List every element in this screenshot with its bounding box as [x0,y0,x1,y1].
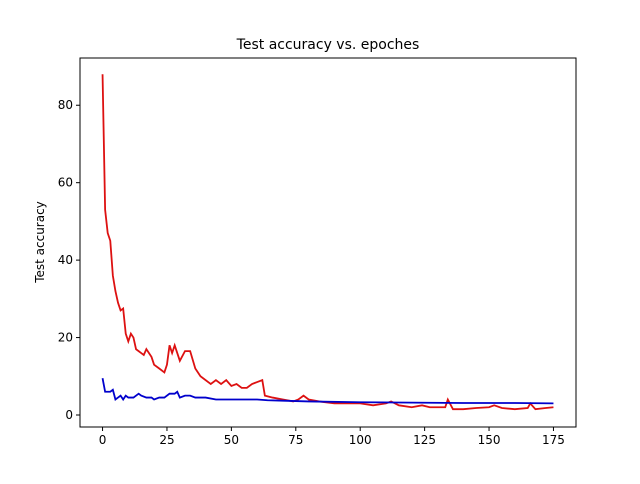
y-tick-label: 60 [58,176,73,190]
y-axis-label: Test accuracy [33,201,47,284]
y-tick-label: 0 [65,408,73,422]
x-tick-label: 75 [288,433,303,447]
line-series [101,378,554,405]
chart-title: Test accuracy vs. epoches [236,37,420,53]
line-series [101,74,554,411]
x-tick-label: 50 [224,433,239,447]
x-tick-label: 175 [542,433,565,447]
x-tick-label: 125 [413,433,436,447]
x-tick-label: 100 [349,433,372,447]
plot-frame [79,57,577,428]
x-tick-label: 150 [478,433,501,447]
y-tick-label: 20 [58,331,73,345]
y-tick-label: 40 [58,253,73,267]
y-tick-label: 80 [58,98,73,112]
x-tick-label: 25 [159,433,174,447]
x-tick-label: 0 [99,433,107,447]
